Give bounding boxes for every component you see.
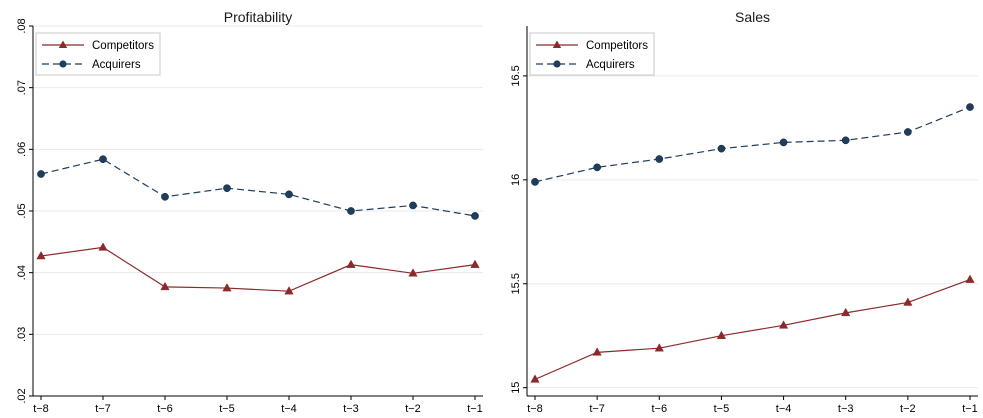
x-tick-label: t−5 (219, 403, 235, 415)
x-tick-label: t−2 (900, 403, 916, 415)
data-point-acquirers (966, 103, 974, 111)
series-line-competitors (534, 279, 971, 380)
x-tick-label: t−5 (714, 403, 730, 415)
y-tick-label: .04 (16, 265, 28, 280)
data-point-competitors (98, 242, 108, 251)
series-line-acquirers (534, 106, 971, 183)
legend-marker (58, 40, 68, 48)
chart-panel-2: 15 15.5 16 16.5 t−8 t−7 t−6 t−5 t−4 t−3 t−2 t−1 Sale… (510, 9, 978, 415)
chart-title: Sales (735, 9, 770, 25)
x-tick-label: t−3 (838, 403, 854, 415)
x-tick-label: t−2 (405, 403, 421, 415)
x-tick-label: t−7 (589, 403, 605, 415)
legend-label: Competitors (92, 40, 154, 52)
data-point-acquirers (717, 144, 726, 153)
data-point-acquirers (285, 190, 293, 199)
y-tick-label: 15 (510, 382, 522, 394)
data-point-competitors (778, 320, 789, 329)
data-point-competitors (470, 259, 480, 268)
y-tick-label: 16.5 (510, 65, 522, 86)
y-tick-label: .07 (16, 80, 28, 95)
data-point-acquirers (37, 170, 45, 178)
data-point-competitors (965, 274, 975, 283)
data-point-acquirers (161, 192, 169, 201)
data-point-competitors (222, 283, 232, 292)
data-point-competitors (160, 281, 170, 291)
y-tick-label: 15.5 (510, 273, 522, 294)
data-point-competitors (530, 374, 540, 383)
data-point-competitors (592, 347, 602, 356)
chart-panel-1: .02 .03 .04 .05 .06 .07 .08 t−8 t−7 t−6 t−5 t−4 t−3 t… (16, 9, 483, 415)
x-tick-label: t−1 (467, 403, 483, 415)
series-line-acquirers (40, 158, 476, 217)
data-point-competitors (841, 307, 851, 317)
legend-box (529, 32, 655, 76)
x-tick-label: t−3 (343, 403, 359, 415)
data-point-acquirers (531, 178, 539, 186)
legend-marker (553, 60, 561, 68)
data-point-acquirers (409, 201, 417, 210)
x-tick-label: t−1 (962, 403, 978, 415)
data-point-competitors (716, 330, 727, 339)
data-point-competitors (654, 343, 664, 352)
x-tick-label: t−6 (651, 403, 667, 415)
legend-marker (552, 40, 562, 48)
data-point-competitors (346, 259, 356, 268)
x-tick-label: t−7 (95, 403, 111, 415)
data-point-acquirers (841, 136, 850, 145)
x-tick-label: t−6 (157, 403, 173, 415)
legend-label: Acquirers (92, 59, 141, 71)
y-tick-label: .05 (16, 203, 28, 218)
y-tick-label: .06 (16, 142, 28, 157)
data-point-acquirers (655, 155, 664, 163)
data-point-acquirers (223, 184, 231, 193)
data-point-competitors (408, 268, 418, 277)
x-tick-label: t−8 (33, 403, 49, 415)
data-point-acquirers (904, 128, 912, 136)
x-tick-label: t−4 (281, 403, 297, 415)
legend: Competitors Acquirers (35, 32, 161, 76)
x-tick-label: t−4 (776, 403, 792, 415)
y-tick-label: 16 (510, 174, 522, 186)
legend-box (35, 32, 161, 76)
legend-label: Acquirers (586, 59, 635, 71)
data-point-acquirers (99, 155, 107, 164)
legend-label: Competitors (586, 40, 648, 52)
y-tick-label: .08 (16, 18, 28, 33)
data-point-competitors (903, 297, 913, 306)
x-tick-label: t−8 (527, 403, 543, 415)
data-point-acquirers (593, 163, 601, 172)
data-point-competitors (36, 251, 46, 260)
y-tick-label: .03 (16, 327, 28, 342)
chart-title: Profitability (224, 9, 292, 25)
legend: Competitors Acquirers (529, 32, 655, 76)
legend-marker (59, 60, 67, 68)
series-line-competitors (40, 246, 476, 292)
data-point-acquirers (471, 212, 479, 220)
data-point-acquirers (347, 207, 355, 215)
data-point-competitors (284, 286, 294, 295)
y-tick-label: .02 (16, 388, 28, 403)
data-point-acquirers (779, 138, 788, 147)
